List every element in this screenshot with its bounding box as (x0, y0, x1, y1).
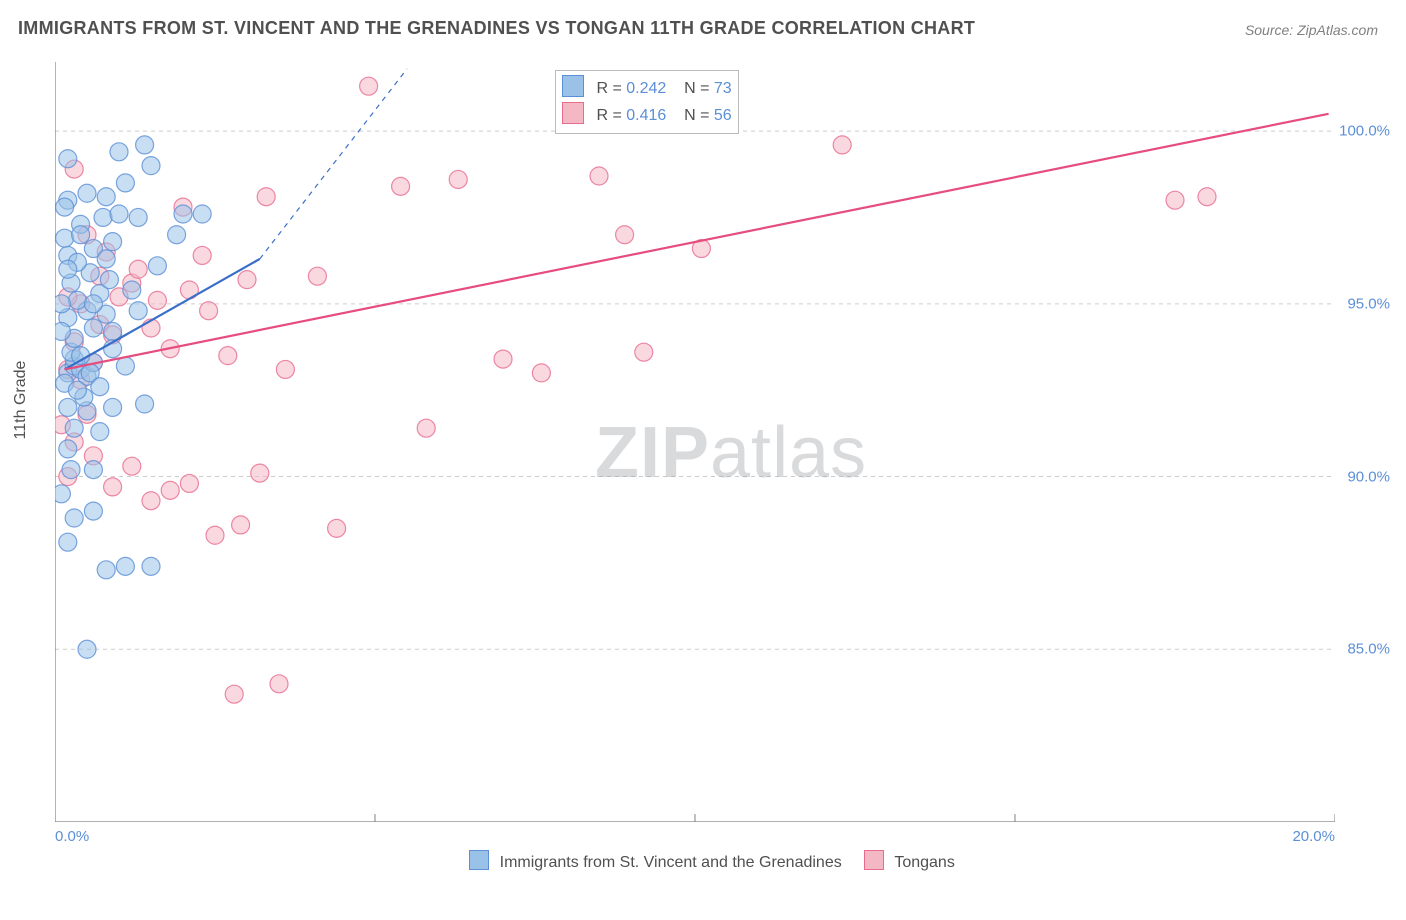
bottom-legend: Immigrants from St. Vincent and the Gren… (0, 850, 1406, 872)
legend-label-series2: Tongans (894, 854, 955, 871)
y-tick-label: 90.0% (1347, 468, 1390, 485)
stats-row-2: R = 0.416 N = 56 (562, 102, 732, 129)
chart-title: IMMIGRANTS FROM ST. VINCENT AND THE GREN… (18, 18, 975, 39)
legend-label-series1: Immigrants from St. Vincent and the Gren… (500, 854, 842, 871)
y-tick-label: 85.0% (1347, 641, 1390, 658)
legend-swatch-series1 (469, 850, 489, 870)
y-axis-label: 11th Grade (12, 361, 30, 440)
legend-swatch-series2 (864, 850, 884, 870)
y-tick-label: 95.0% (1347, 295, 1390, 312)
legend-swatch-series1 (562, 75, 584, 97)
stats-legend-box: R = 0.242 N = 73 R = 0.416 N = 56 (555, 70, 739, 134)
x-tick-label: 20.0% (1292, 828, 1335, 920)
scatter-plot: ZIPatlas R = 0.242 N = 73 R = 0.416 N = … (55, 62, 1335, 822)
source-attribution: Source: ZipAtlas.com (1245, 22, 1378, 38)
legend-swatch-series2 (562, 102, 584, 124)
stats-row-1: R = 0.242 N = 73 (562, 75, 732, 102)
x-tick-label: 0.0% (55, 828, 89, 920)
y-tick-label: 100.0% (1339, 123, 1390, 140)
plot-svg (55, 62, 1335, 822)
